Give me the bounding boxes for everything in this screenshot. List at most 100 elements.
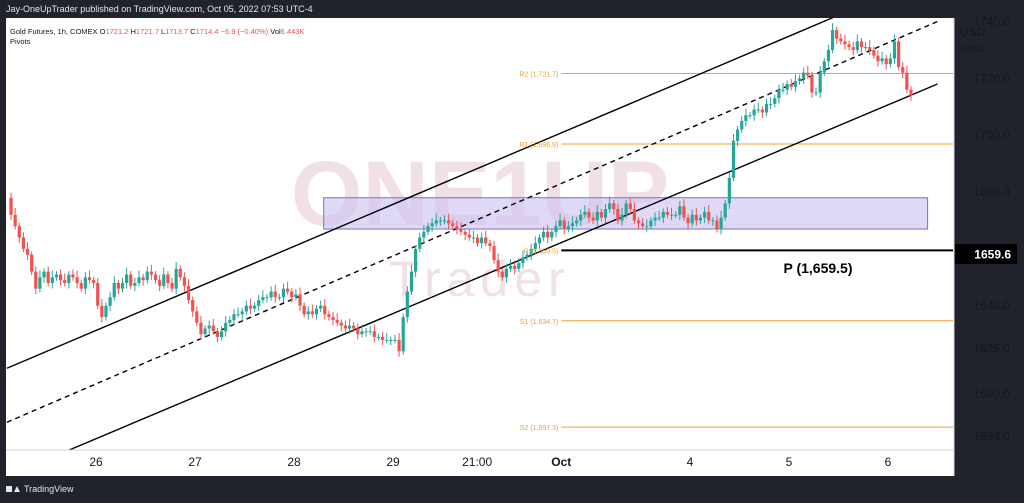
candle-body bbox=[583, 211, 587, 215]
candle-body bbox=[694, 214, 698, 221]
candle-body bbox=[211, 325, 215, 332]
candle-body bbox=[232, 314, 236, 320]
candle-body bbox=[715, 220, 719, 229]
candle-body bbox=[781, 89, 785, 91]
candle-body bbox=[451, 223, 455, 227]
candle-body bbox=[880, 58, 884, 62]
candle-body bbox=[892, 41, 897, 59]
candle-body bbox=[137, 277, 141, 284]
candle-body bbox=[579, 214, 583, 221]
publisher-line: Jay-OneUpTrader published on TradingView… bbox=[6, 4, 313, 14]
candle-body bbox=[855, 41, 859, 50]
candle-body bbox=[632, 209, 637, 221]
candle-body bbox=[488, 243, 492, 247]
candle-body bbox=[182, 277, 187, 286]
x-tick-label-1: 27 bbox=[188, 455, 202, 469]
y-tick-label-1: 1720.0 bbox=[973, 71, 1010, 85]
candle-body bbox=[240, 311, 244, 315]
legend-part-7: C bbox=[190, 27, 196, 36]
candle-body bbox=[257, 300, 261, 306]
candle-body bbox=[141, 277, 145, 281]
candle-body bbox=[422, 231, 426, 238]
x-tick-label-8: 6 bbox=[885, 455, 892, 469]
candle-body bbox=[802, 72, 806, 79]
y-tick-label-4: 1640.0 bbox=[973, 299, 1010, 313]
candle-body bbox=[467, 234, 471, 238]
candle-body bbox=[513, 265, 517, 269]
candle-body bbox=[401, 317, 405, 352]
candle-body bbox=[405, 291, 409, 318]
candle-body bbox=[645, 226, 649, 228]
candle-body bbox=[331, 317, 335, 320]
candle-body bbox=[612, 203, 616, 210]
candle-body bbox=[785, 84, 789, 90]
watermark-line2: Trader bbox=[389, 251, 570, 307]
candle-body bbox=[91, 280, 96, 284]
candle-body bbox=[719, 217, 723, 229]
candle-body bbox=[418, 237, 422, 249]
candle-body bbox=[480, 237, 484, 244]
chart-area[interactable] bbox=[6, 18, 954, 476]
candle-body bbox=[195, 311, 199, 323]
candle-body bbox=[624, 203, 628, 215]
candle-body bbox=[376, 337, 381, 339]
candle-body bbox=[835, 30, 839, 39]
candle-body bbox=[674, 214, 678, 216]
candle-body bbox=[75, 277, 79, 284]
y-axis-unit2: apoz bbox=[960, 41, 986, 55]
candle-body bbox=[723, 203, 727, 218]
candle-body bbox=[442, 220, 447, 222]
candle-body bbox=[471, 237, 475, 239]
candle-body bbox=[628, 203, 632, 210]
y-tick-label-0: 1740.0 bbox=[973, 14, 1010, 28]
candle-body bbox=[158, 280, 162, 286]
candle-body bbox=[599, 211, 603, 218]
candle-body bbox=[166, 274, 170, 284]
candle-body bbox=[682, 206, 686, 218]
chart-legend: Gold Futures, 1h, COMEX O1721.2 H1721.7 … bbox=[10, 27, 304, 36]
candle-body bbox=[570, 223, 575, 227]
candle-body bbox=[793, 81, 798, 87]
candle-body bbox=[96, 283, 100, 306]
legend-part-8: 1714.4 bbox=[196, 27, 221, 36]
candle-body bbox=[888, 58, 892, 65]
candle-body bbox=[752, 109, 756, 116]
legend-part-4: 1721.7 bbox=[136, 27, 161, 36]
candle-body bbox=[562, 220, 566, 229]
candle-body bbox=[100, 305, 104, 318]
candle-body bbox=[533, 243, 537, 249]
candle-body bbox=[149, 271, 153, 275]
candle-body bbox=[9, 197, 13, 215]
candle-body bbox=[83, 277, 87, 289]
candle-body bbox=[447, 220, 451, 224]
candle-body bbox=[537, 237, 542, 244]
candle-body bbox=[876, 55, 880, 62]
candle-body bbox=[616, 209, 620, 221]
candle-body bbox=[323, 305, 327, 315]
legend-part-11: 6.443K bbox=[281, 27, 305, 36]
candle-body bbox=[863, 47, 868, 49]
candle-body bbox=[356, 328, 360, 335]
x-tick-label-7: 5 bbox=[786, 455, 793, 469]
candle-body bbox=[269, 291, 273, 298]
candle-body bbox=[133, 283, 137, 286]
x-tick-label-0: 26 bbox=[89, 455, 103, 469]
candle-body bbox=[789, 84, 793, 87]
candle-body bbox=[777, 89, 781, 99]
footer-brand: TradingView bbox=[24, 484, 74, 494]
candle-body bbox=[872, 49, 876, 56]
candle-body bbox=[851, 47, 855, 50]
candle-body bbox=[566, 226, 570, 229]
candle-body bbox=[385, 339, 389, 341]
candle-body bbox=[116, 283, 120, 289]
candle-body bbox=[347, 325, 352, 329]
candle-body bbox=[859, 41, 864, 48]
candle-body bbox=[426, 226, 430, 232]
candle-body bbox=[575, 220, 579, 224]
candle-body bbox=[541, 231, 546, 238]
pivot-annotation: P (1,659.5) bbox=[783, 260, 852, 276]
candle-body bbox=[67, 274, 71, 284]
candle-body bbox=[702, 211, 707, 218]
candle-body bbox=[736, 129, 740, 141]
